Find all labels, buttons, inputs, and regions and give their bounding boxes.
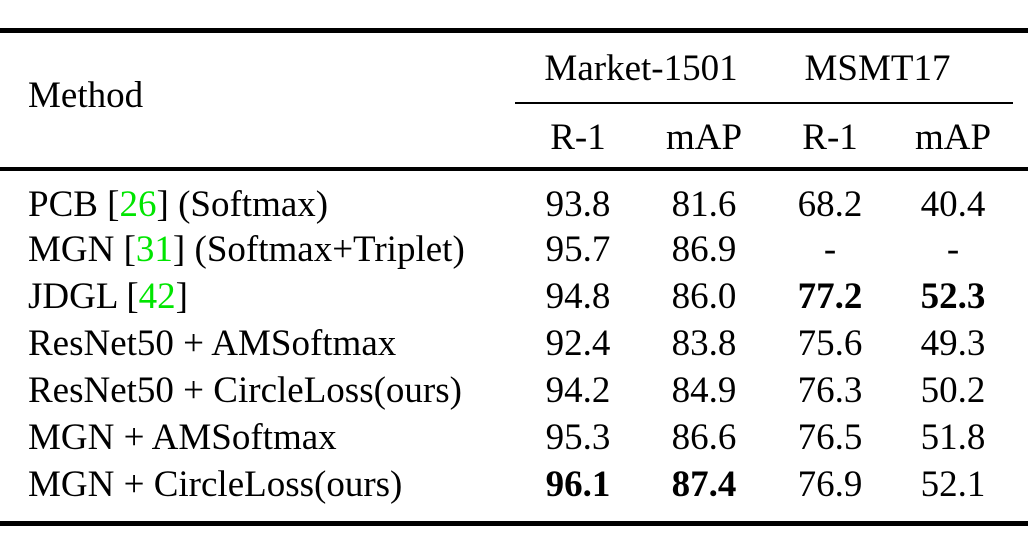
method-text: MGN + CircleLoss(ours) [28,464,403,505]
method-cell: MGN + CircleLoss(ours) [0,461,515,508]
value-msmt-map: 50.2 [920,370,986,411]
value-msmt-map: 51.8 [920,417,986,458]
method-cell: MGN [31] (Softmax+Triplet) [0,226,515,273]
msmt17-map-header: mAP [914,117,992,158]
value-msmt-r1-best: 77.2 [797,276,863,317]
method-cell: PCB [26] (Softmax) [0,171,515,226]
value-msmt-map-best: 52.3 [920,276,986,317]
table-header-rule [0,167,1028,171]
method-text: PCB [ [28,184,120,225]
dataset-header-market1501: Market-1501 [515,34,768,104]
table-row-mgn-circleloss: MGN + CircleLoss(ours) 96.1 87.4 76.9 52… [0,461,1013,508]
table-row-mgn: MGN [31] (Softmax+Triplet) 95.7 86.9 - - [0,226,1013,273]
value-market-r1: 94.2 [545,370,611,411]
value-market-map: 86.0 [671,276,737,317]
value-market-r1: 95.3 [545,417,611,458]
method-cell: ResNet50 + CircleLoss(ours) [0,367,515,414]
method-text: MGN [ [28,229,136,270]
method-header-label: Method [28,75,144,116]
table-top-rule [0,28,1028,33]
value-market-r1-best: 96.1 [545,464,611,505]
value-msmt-r1: 76.5 [797,417,863,458]
value-market-map: 84.9 [671,370,737,411]
value-market-r1: 95.7 [545,229,611,270]
value-msmt-r1: 75.6 [797,323,863,364]
table-row-pcb: PCB [26] (Softmax) 93.8 81.6 68.2 40.4 [0,171,1013,226]
dataset-header-msmt17: MSMT17 [767,34,1014,104]
method-text: ] (Softmax) [156,184,329,225]
value-msmt-r1: 76.3 [797,370,863,411]
method-text: ] (Softmax+Triplet) [172,229,465,270]
value-msmt-r1: 68.2 [797,184,863,225]
value-msmt-map: 40.4 [920,184,986,225]
value-msmt-r1: - [823,229,837,270]
header-metric-row: R-1 mAP R-1 mAP [0,103,1013,171]
method-text: JDGL [ [28,276,139,317]
method-text: ResNet50 + AMSoftmax [28,323,397,364]
value-market-map: 86.6 [671,417,737,458]
table-row-mgn-amsoftmax: MGN + AMSoftmax 95.3 86.6 76.5 51.8 [0,414,1013,461]
value-market-map: 81.6 [671,184,737,225]
value-market-map-best: 87.4 [671,464,737,505]
value-msmt-r1: 76.9 [797,464,863,505]
header-group-row: Method Market-1501 MSMT17 [0,34,1014,116]
method-cell: MGN + AMSoftmax [0,414,515,461]
method-cell: JDGL [42] [0,273,515,320]
citation-link[interactable]: 31 [135,229,173,270]
value-msmt-map: 49.3 [920,323,986,364]
table-row-resnet50-circleloss: ResNet50 + CircleLoss(ours) 94.2 84.9 76… [0,367,1013,414]
method-text: ] [175,276,188,317]
method-text: MGN + AMSoftmax [28,417,337,458]
citation-link[interactable]: 26 [119,184,157,225]
value-market-r1: 94.8 [545,276,611,317]
value-msmt-map: - [946,229,960,270]
value-market-r1: 92.4 [545,323,611,364]
value-market-r1: 93.8 [545,184,611,225]
method-cell: ResNet50 + AMSoftmax [0,320,515,367]
citation-link[interactable]: 42 [138,276,176,317]
value-market-map: 83.8 [671,323,737,364]
method-text: ResNet50 + CircleLoss(ours) [28,370,462,411]
value-market-map: 86.9 [671,229,737,270]
market1501-map-header: mAP [665,117,743,158]
table-row-jdgl: JDGL [42] 94.8 86.0 77.2 52.3 [0,273,1013,320]
market1501-r1-header: R-1 [550,117,606,158]
table-bottom-rule [0,521,1028,526]
results-table: Method Market-1501 MSMT17 R-1 mAP R-1 mA… [0,34,1014,508]
value-msmt-map: 52.1 [920,464,986,505]
msmt17-r1-header: R-1 [802,117,858,158]
method-column-header: Method [0,34,515,171]
table-row-resnet50-amsoftmax: ResNet50 + AMSoftmax 92.4 83.8 75.6 49.3 [0,320,1013,367]
